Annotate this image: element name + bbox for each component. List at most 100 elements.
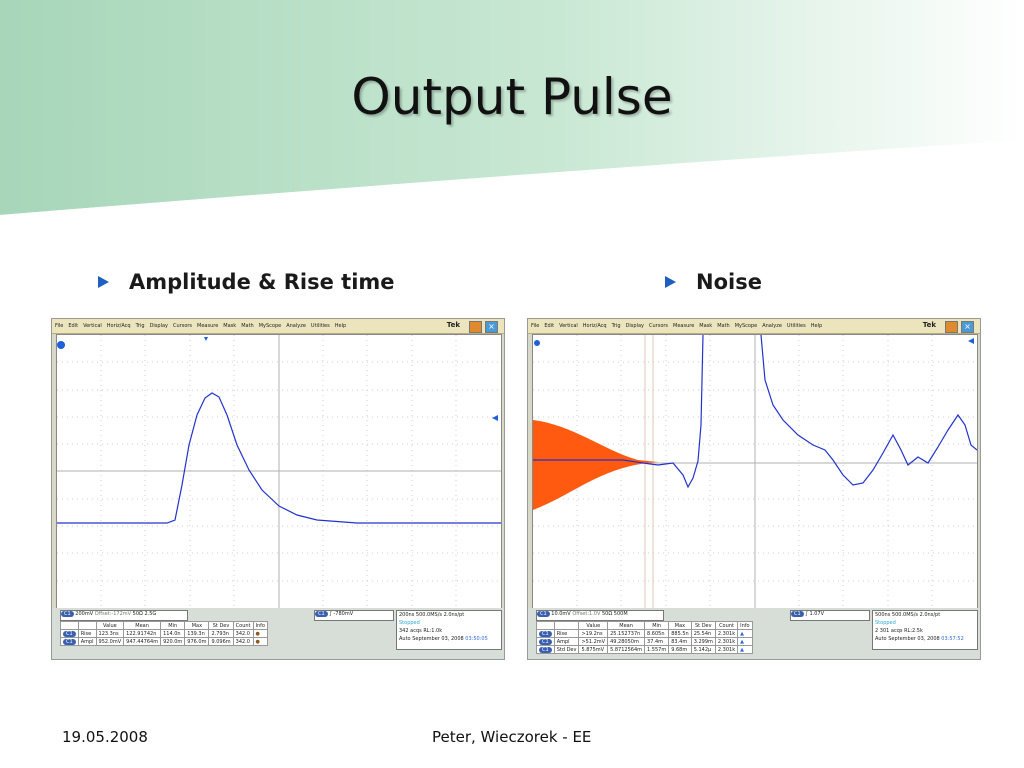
close-button[interactable]: × [961, 321, 974, 333]
menu-help[interactable]: Help [334, 323, 347, 329]
table-row[interactable]: C1 Rise 123.3ns 122.91742n 114.0n 139.3n 2.793… [60, 629, 268, 638]
header-background [0, 0, 1024, 228]
table-cell: 2.301k [714, 645, 739, 654]
waveform-display [532, 334, 978, 609]
menu-mask[interactable]: Mask [699, 323, 713, 329]
table-cell: >51.2mV [578, 637, 609, 646]
menu-utilities[interactable]: Utilities [786, 323, 806, 329]
menu-display[interactable]: Display [625, 323, 644, 329]
menu-edit[interactable]: Edit [544, 323, 555, 329]
trigger-settings[interactable]: C1 ∫ 1.07V [790, 610, 870, 621]
menu-horiz-acq[interactable]: Horiz/Acq [106, 323, 131, 329]
acq-date: September 03, 2008 [888, 636, 940, 642]
channel-coupling: 50Ω [132, 611, 143, 617]
table-cell: 342.0 [232, 637, 254, 646]
close-button[interactable]: × [485, 321, 498, 333]
menu-cursors[interactable]: Cursors [649, 323, 669, 329]
table-cell: 5.8712564m [607, 645, 646, 654]
menu-math[interactable]: Math [241, 323, 254, 329]
menu-trig[interactable]: Trig [611, 323, 621, 329]
channel-settings[interactable]: C1 10.0mV Offset:1.0V 50Ω 500M [536, 610, 664, 621]
menu-file[interactable]: File [55, 323, 64, 329]
table-cell: 920.0m [160, 637, 186, 646]
histogram-icon[interactable]: ● [255, 630, 260, 637]
table-cell: 952.0mV [95, 637, 125, 646]
table-header-cell [536, 621, 555, 630]
record-length: RL:1.0k [423, 628, 443, 634]
table-cell: 885.5n [668, 629, 692, 638]
menu-utilities[interactable]: Utilities [310, 323, 330, 329]
menu-measure[interactable]: Measure [673, 323, 695, 329]
measurement-panel: C1 200mV Offset:-172mV 50Ω 2.5G C1 ∫ -78… [52, 608, 504, 659]
bullet-label: Noise [696, 270, 762, 294]
menu-measure[interactable]: Measure [197, 323, 219, 329]
menu-analyze[interactable]: Analyze [286, 323, 306, 329]
menu-display[interactable]: Display [149, 323, 168, 329]
waveform-display [56, 334, 502, 609]
histogram-icon[interactable]: ● [255, 638, 260, 645]
menu-mask[interactable]: Mask [223, 323, 237, 329]
timebase-scale: 200ns [399, 612, 415, 618]
table-cell: 976.0m [184, 637, 210, 646]
menu-edit[interactable]: Edit [68, 323, 79, 329]
triangle-warning-icon[interactable]: ▲ [740, 630, 744, 637]
menu-cursors[interactable]: Cursors [173, 323, 193, 329]
table-cell: 2.793n [208, 629, 234, 638]
minimize-button[interactable] [945, 321, 958, 333]
timebase-panel[interactable]: 500ns 500.0MS/s 2.0ns/pt Stopped 2 301 a… [872, 610, 978, 650]
sample-rate: 500.0MS/s [891, 612, 919, 618]
menu-vertical[interactable]: Vertical [83, 323, 102, 329]
trigger-level: -780mV [333, 611, 354, 617]
minimize-button[interactable] [469, 321, 482, 333]
menu-horiz-acq[interactable]: Horiz/Acq [582, 323, 607, 329]
menu-myscope[interactable]: MyScope [734, 323, 758, 329]
table-header-cell: Count [714, 621, 739, 630]
measurement-panel: C1 10.0mV Offset:1.0V 50Ω 500M C1 ∫ 1.07… [528, 608, 980, 659]
channel-bandwidth: 2.5G [144, 611, 157, 617]
table-cell: 5.875mV [578, 645, 609, 654]
channel-badge-label: C1 [63, 630, 76, 637]
acq-time: 03:50:05 [465, 636, 488, 642]
acq-count: 342 acqs [399, 628, 422, 634]
table-cell: Std Dev [553, 645, 580, 654]
acq-date: September 03, 2008 [412, 636, 464, 642]
table-cell: 25.54n [690, 629, 716, 638]
trigger-badge: C1 [315, 611, 328, 617]
channel-badge: C1 [536, 645, 555, 654]
trigger-slope-icon: ∫ [805, 611, 808, 617]
info-cell: ▲ [737, 637, 753, 646]
menu-trig[interactable]: Trig [135, 323, 145, 329]
triangle-warning-icon[interactable]: ▲ [740, 638, 744, 645]
channel-badge: C1 [536, 629, 555, 638]
trigger-badge: C1 [791, 611, 804, 617]
table-row[interactable]: C1 Rise >19.2ns 25.152737n 8.605n 885.5n 25.54… [536, 629, 753, 638]
timebase-panel[interactable]: 200ns 500.0MS/s 2.0ns/pt Stopped 342 acq… [396, 610, 502, 650]
trigger-settings[interactable]: C1 ∫ -780mV [314, 610, 394, 621]
table-cell: 83.4m [668, 637, 692, 646]
menu-analyze[interactable]: Analyze [762, 323, 782, 329]
brand-logo: Tek [922, 321, 936, 329]
menu-help[interactable]: Help [810, 323, 823, 329]
bullet-arrow-icon [98, 276, 109, 288]
menu-math[interactable]: Math [717, 323, 730, 329]
table-cell: Rise [553, 629, 580, 638]
table-header-cell: Value [578, 621, 609, 630]
table-row[interactable]: C1 Ampl 952.0mV 947.44764m 920.0m 976.0m 9.096… [60, 637, 268, 646]
table-cell: 2.301k [714, 637, 739, 646]
bullet-amplitude: Amplitude & Rise time [98, 270, 395, 294]
table-header-cell [60, 621, 79, 630]
measurement-table: Value Mean Min Max St Dev Count Info C1 Rise >19.… [536, 621, 788, 657]
table-row[interactable]: C1 Std Dev 5.875mV 5.8712564m 1.557m 9.68m 5.1… [536, 645, 753, 654]
triangle-warning-icon[interactable]: ▲ [740, 646, 744, 653]
info-cell: ● [252, 637, 268, 646]
table-row[interactable]: C1 Ampl >51.2mV 49.28050m 37.4m 83.4m 3.299m 2.… [536, 637, 753, 646]
scope-menubar: File Edit Vertical Horiz/Acq Trig Display Curs… [528, 319, 980, 334]
footer-author: Peter, Wieczorek - EE [432, 728, 592, 746]
table-header-cell: Info [737, 621, 753, 630]
menu-file[interactable]: File [531, 323, 540, 329]
menu-myscope[interactable]: MyScope [258, 323, 282, 329]
channel-settings[interactable]: C1 200mV Offset:-172mV 50Ω 2.5G [60, 610, 188, 621]
menu-vertical[interactable]: Vertical [559, 323, 578, 329]
trigger-mode: Auto [875, 636, 887, 642]
table-header-cell: Mean [123, 621, 162, 630]
